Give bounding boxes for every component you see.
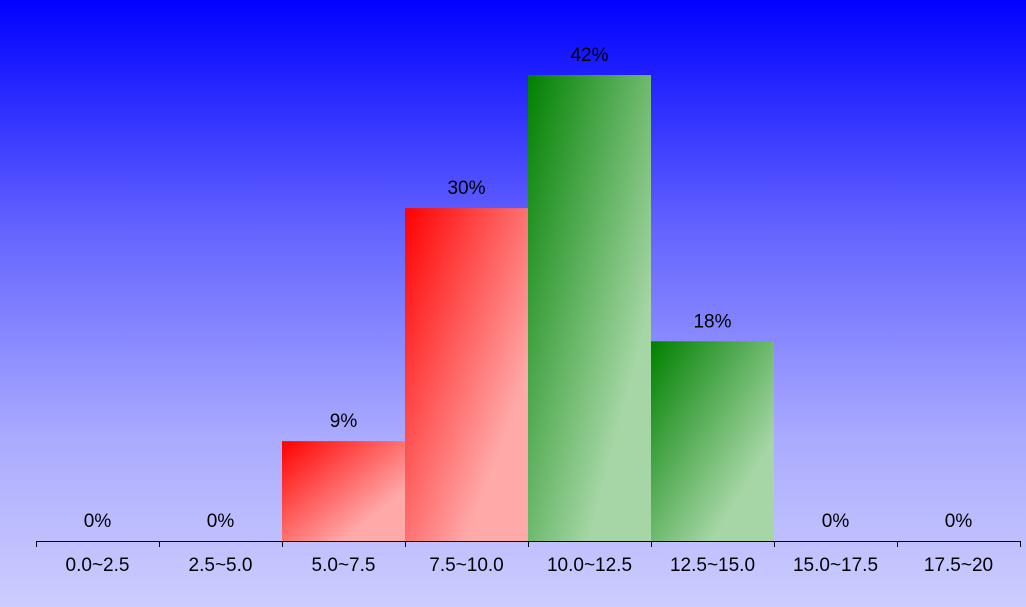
x-tick-label-5.0~7.5: 5.0~7.5	[312, 555, 376, 576]
x-tick-label-0.0~2.5: 0.0~2.5	[66, 555, 130, 576]
value-label-0.0~2.5: 0%	[84, 511, 112, 532]
value-label-5.0~7.5: 9%	[330, 411, 358, 432]
value-label-2.5~5.0: 0%	[207, 511, 235, 532]
x-tick-label-7.5~10.0: 7.5~10.0	[429, 555, 504, 576]
value-label-12.5~15.0: 18%	[693, 311, 731, 332]
bar-5.0~7.5	[282, 441, 405, 541]
value-label-15.0~17.5: 0%	[822, 511, 850, 532]
bar-10.0~12.5	[528, 75, 651, 541]
value-label-10.0~12.5: 42%	[570, 45, 608, 66]
x-tick-label-12.5~15.0: 12.5~15.0	[670, 555, 755, 576]
x-tick-label-10.0~12.5: 10.0~12.5	[547, 555, 632, 576]
value-label-17.5~20: 0%	[945, 511, 973, 532]
value-label-7.5~10.0: 30%	[447, 178, 485, 199]
bar-7.5~10.0	[405, 208, 528, 541]
labels-layer: 0% 0.0~2.5 0% 2.5~5.0 9% 5.0~7.5 30% 7.5~10.0 42…	[66, 45, 994, 576]
x-axis	[36, 541, 1021, 547]
x-tick-label-17.5~20: 17.5~20	[924, 555, 993, 576]
bars-layer	[282, 75, 774, 541]
x-tick-label-2.5~5.0: 2.5~5.0	[189, 555, 253, 576]
bar-12.5~15.0	[651, 341, 774, 541]
x-tick-label-15.0~17.5: 15.0~17.5	[793, 555, 878, 576]
